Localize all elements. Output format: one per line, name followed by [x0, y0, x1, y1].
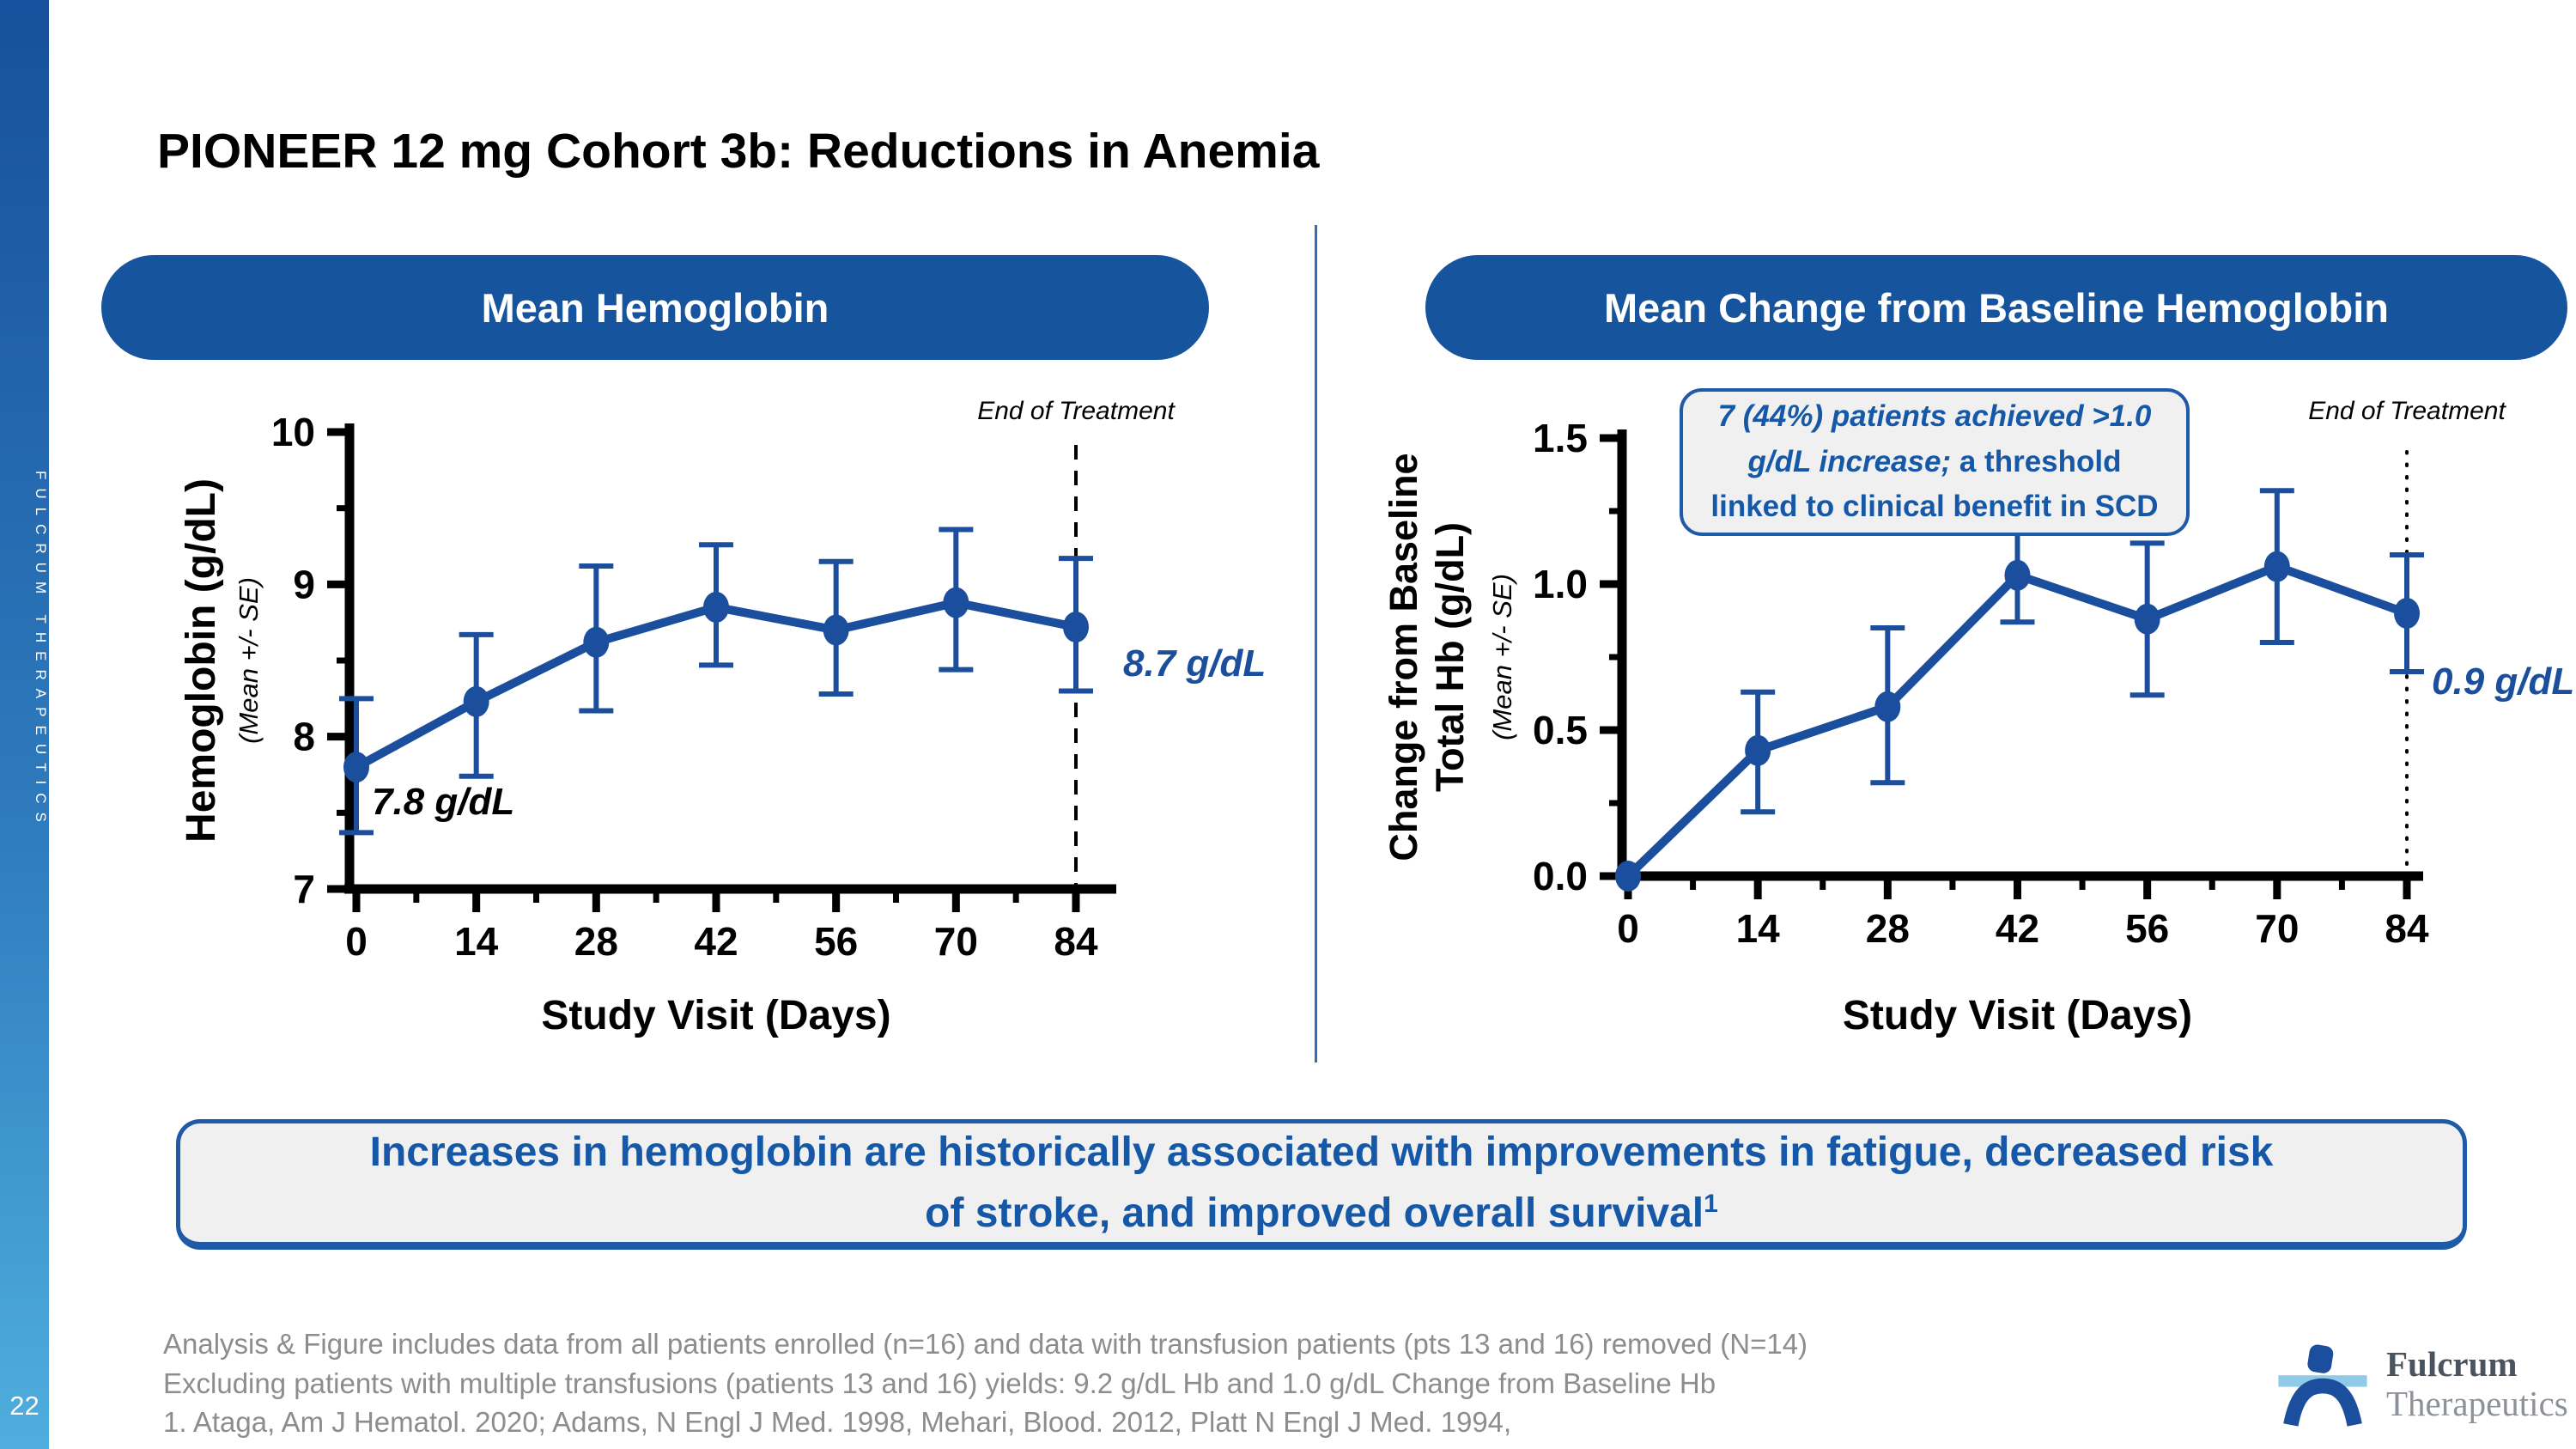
panel-divider-line: [1315, 225, 1317, 1062]
reference-superscript: 1: [1704, 1190, 1718, 1218]
svg-text:84: 84: [2385, 906, 2429, 951]
svg-text:10: 10: [271, 410, 315, 454]
svg-text:8.7 g/dL: 8.7 g/dL: [1123, 642, 1266, 685]
svg-text:End of Treatment: End of Treatment: [2308, 397, 2506, 425]
svg-text:End of Treatment: End of Treatment: [977, 397, 1176, 425]
svg-text:70: 70: [934, 919, 978, 964]
svg-text:14: 14: [454, 919, 499, 964]
svg-text:(Mean +/- SE): (Mean +/- SE): [234, 577, 264, 744]
svg-text:0: 0: [345, 919, 368, 964]
svg-text:1.5: 1.5: [1533, 416, 1588, 460]
svg-text:84: 84: [1054, 919, 1098, 964]
svg-text:42: 42: [1996, 906, 2039, 951]
svg-text:56: 56: [2125, 906, 2169, 951]
svg-text:7: 7: [293, 867, 315, 911]
svg-text:Hemoglobin (g/dL): Hemoglobin (g/dL): [179, 478, 224, 843]
svg-text:28: 28: [574, 919, 618, 964]
svg-text:70: 70: [2255, 906, 2299, 951]
sidebar: FULCRUM THERAPEUTICS 22: [0, 0, 49, 1449]
fulcrum-logo-icon: [2278, 1344, 2367, 1427]
svg-text:8: 8: [293, 715, 315, 759]
callout-line: g/dL increase; a threshold: [1747, 444, 2122, 478]
callout-responders-box: 7 (44%) patients achieved >1.0 g/dL incr…: [1680, 388, 2190, 536]
footnote-line: Excluding patients with multiple transfu…: [163, 1367, 1716, 1399]
sidebar-brand-vertical-text: FULCRUM THERAPEUTICS: [33, 471, 49, 831]
svg-text:Study Visit (Days): Study Visit (Days): [541, 993, 890, 1038]
svg-text:0: 0: [1617, 906, 1639, 951]
svg-text:9: 9: [293, 562, 315, 606]
panel-header-mean-hemoglobin: Mean Hemoglobin: [101, 255, 1209, 360]
fulcrum-logo: Fulcrum Therapeutics: [2278, 1342, 2568, 1427]
key-takeaway-box: Increases in hemoglobin are historically…: [176, 1119, 2467, 1250]
svg-text:Change from Baseline: Change from Baseline: [1382, 453, 1425, 861]
svg-text:0.9 g/dL: 0.9 g/dL: [2432, 661, 2574, 703]
mean-change-from-baseline-chart: End of Treatment 0.0 0.5 1.0 1.5 0 14 28 42 56 70 8…: [1382, 397, 2574, 1038]
svg-text:Study Visit (Days): Study Visit (Days): [1843, 993, 2192, 1038]
svg-text:Total Hb (g/dL): Total Hb (g/dL): [1428, 522, 1472, 792]
takeaway-line1: Increases in hemoglobin are historically…: [369, 1129, 2274, 1175]
svg-text:1.0: 1.0: [1533, 562, 1588, 606]
footnote-line: 1. Ataga, Am J Hematol. 2020; Adams, N E…: [163, 1406, 1512, 1439]
svg-text:42: 42: [694, 919, 738, 964]
footnotes: Analysis & Figure includes data from all…: [163, 1324, 1807, 1442]
fulcrum-logo-text: Fulcrum Therapeutics: [2386, 1344, 2568, 1424]
slide-title: PIONEER 12 mg Cohort 3b: Reductions in A…: [157, 124, 1320, 179]
svg-text:0.5: 0.5: [1533, 708, 1588, 752]
logo-name: Fulcrum: [2386, 1344, 2518, 1385]
callout-line: linked to clinical benefit in SCD: [1710, 490, 2159, 524]
footnote-line: Analysis & Figure includes data from all…: [163, 1328, 1808, 1360]
mean-hemoglobin-chart: End of Treatment 7 8 9 10 0 14 28 42 56 70 84 Study …: [179, 397, 1266, 1038]
svg-text:(Mean +/- SE): (Mean +/- SE): [1487, 574, 1517, 740]
page-number: 22: [9, 1391, 39, 1421]
callout-line: 7 (44%) patients achieved >1.0: [1717, 399, 2152, 434]
takeaway-line2: of stroke, and improved overall survival…: [925, 1190, 1718, 1236]
svg-text:14: 14: [1736, 906, 1781, 951]
svg-text:56: 56: [814, 919, 858, 964]
svg-text:28: 28: [1866, 906, 1910, 951]
svg-text:7.8 g/dL: 7.8 g/dL: [372, 781, 514, 823]
panel-header-mean-change-baseline: Mean Change from Baseline Hemoglobin: [1425, 255, 2567, 360]
svg-text:0.0: 0.0: [1533, 854, 1588, 898]
logo-subname: Therapeutics: [2386, 1384, 2568, 1423]
